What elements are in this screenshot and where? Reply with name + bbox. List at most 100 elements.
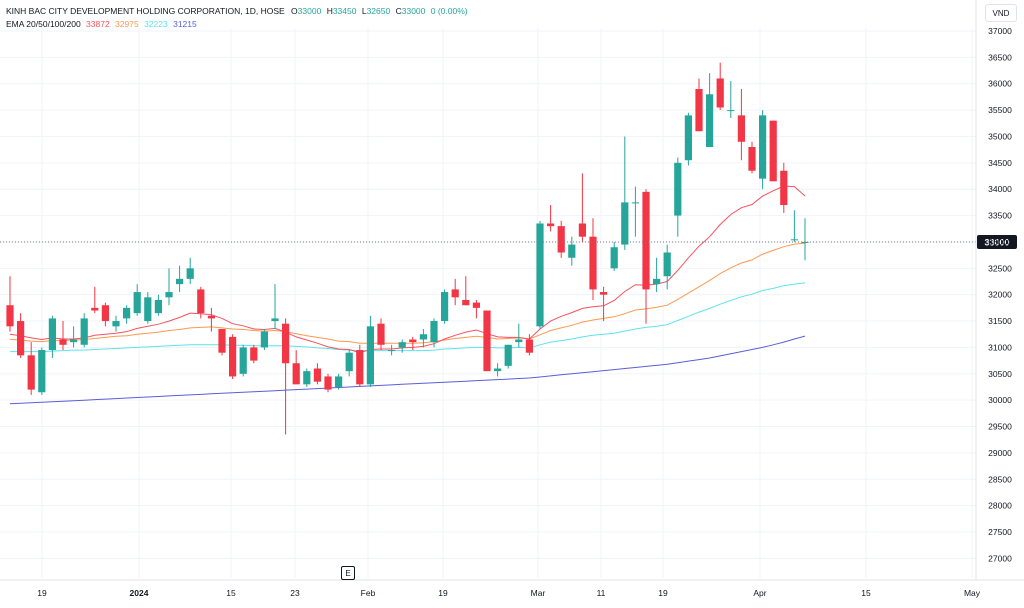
candle-body (133, 292, 141, 314)
x-tick-label: 23 (290, 588, 300, 598)
candle-up (112, 315, 120, 332)
ema100-path (10, 282, 806, 353)
y-tick-label: 28000 (988, 501, 1012, 511)
candle-up (441, 289, 449, 324)
candle-body (430, 321, 438, 343)
earnings-event-icon[interactable]: E (341, 566, 355, 580)
candle-down (59, 321, 67, 351)
price-axis[interactable]: 27000 27500 28000 28500 29000 29500 30000 30500… (975, 0, 1012, 580)
close-label: C (395, 6, 402, 16)
candle-body (525, 339, 533, 353)
y-tick-label: 29000 (988, 448, 1012, 458)
x-tick-label: 2024 (130, 588, 149, 598)
candle-body (80, 318, 88, 345)
ema200-path (9, 335, 806, 405)
candle-body (398, 342, 406, 348)
candle-body (197, 289, 205, 314)
low-value: 32650 (366, 6, 391, 16)
ema-legend: EMA 20/50/100/200 33872 32975 32223 3121… (6, 19, 197, 29)
candle-body (653, 278, 661, 285)
candle-body (239, 347, 247, 374)
symbol-legend: KINH BAC CITY DEVELOPMENT HOLDING CORPOR… (6, 6, 468, 16)
candle-up (144, 292, 152, 324)
candle-body (547, 223, 555, 227)
candle-down (27, 342, 35, 395)
candles[interactable] (6, 62, 809, 435)
ema-label: EMA 20/50/100/200 (6, 19, 81, 29)
candle-down (451, 278, 459, 306)
candle-body (186, 268, 194, 279)
candle-up (684, 112, 692, 166)
candle-body (790, 239, 798, 241)
currency-button[interactable]: VND (985, 4, 1017, 22)
candle-body (38, 350, 46, 393)
candle-down (483, 310, 491, 372)
candle-body (70, 339, 78, 343)
candle-body (748, 147, 756, 171)
candle-body (441, 292, 449, 322)
high-label: H (326, 6, 333, 16)
candle-down (547, 205, 555, 232)
time-axis[interactable]: 19 2024 15 23 Feb 19 Mar 11 19 Apr 15 May (0, 579, 1024, 598)
candle-up (610, 241, 618, 271)
candle-up (133, 284, 141, 316)
candle-down (313, 363, 321, 385)
candle-body (91, 307, 99, 311)
candle-down (409, 336, 417, 351)
candle-up (663, 244, 671, 290)
candle-up (494, 363, 502, 377)
y-tick-label: 31000 (988, 342, 1012, 352)
open-value: 33000 (297, 6, 322, 16)
candle-up (303, 368, 311, 387)
x-tick-label: 15 (226, 588, 236, 598)
candle-body (6, 305, 14, 327)
candle-down (737, 89, 745, 161)
x-tick-label: Feb (361, 588, 376, 598)
candle-up (345, 350, 353, 377)
candle-down (695, 78, 703, 132)
candle-up (123, 305, 131, 324)
candle-body (345, 352, 353, 372)
y-tick-label: 32000 (988, 290, 1012, 300)
candle-body (472, 302, 480, 308)
open-label: O (291, 6, 298, 16)
candle-body (388, 350, 396, 352)
candle-up (48, 315, 56, 358)
candle-body (17, 321, 25, 356)
candle-body (674, 162, 682, 216)
candle-body (218, 328, 226, 353)
candle-body (282, 323, 290, 364)
candle-body (356, 350, 364, 385)
candle-down (462, 276, 470, 306)
candle-up (335, 373, 343, 390)
y-tick-label: 31500 (988, 316, 1012, 326)
candle-down (6, 276, 14, 332)
candle-body (48, 318, 56, 351)
low-label: L (361, 6, 367, 16)
ema50-path (9, 242, 806, 344)
candle-up (631, 186, 639, 237)
y-tick-label: 37000 (988, 26, 1012, 36)
candle-body (631, 202, 639, 204)
candle-body (324, 376, 332, 390)
candle-down (356, 344, 364, 387)
candle-down (769, 120, 777, 182)
candle-body (610, 247, 618, 269)
candle-body (112, 321, 120, 327)
candle-body (684, 115, 692, 161)
candle-body (716, 78, 724, 108)
candle-body (165, 292, 173, 298)
candle-body (759, 115, 767, 179)
candle-down (229, 334, 237, 380)
candle-body (335, 376, 343, 387)
candle-up (504, 344, 512, 369)
candle-up (366, 315, 374, 387)
candle-down (557, 220, 565, 258)
ema200-line (9, 335, 806, 405)
candle-down (748, 141, 756, 174)
change-value: 0 (0.00%) (430, 6, 468, 16)
candle-up (70, 326, 78, 348)
y-tick-label: 27000 (988, 553, 1012, 563)
